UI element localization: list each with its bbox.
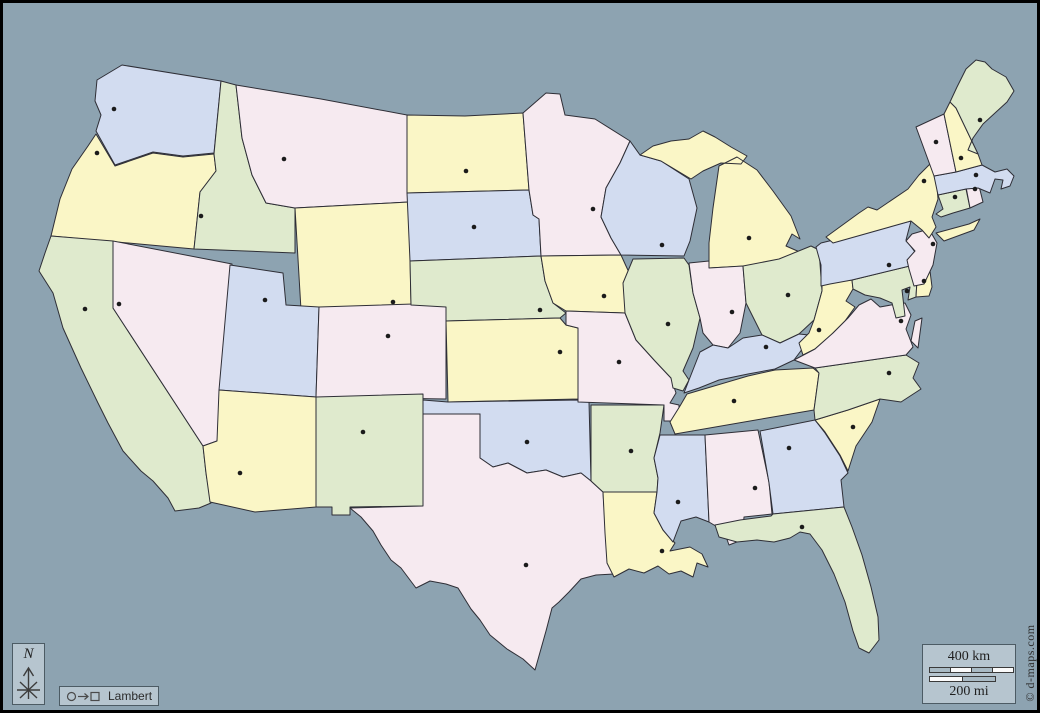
state-nm bbox=[315, 393, 424, 516]
capital-dot-nv bbox=[116, 301, 122, 307]
capital-dot-wy bbox=[390, 299, 396, 305]
state-wa bbox=[94, 64, 222, 166]
capital-dot-oh bbox=[785, 292, 791, 298]
capital-dot-fl bbox=[799, 524, 805, 530]
capital-dot-wa bbox=[111, 106, 117, 112]
state-ia bbox=[540, 254, 635, 314]
capital-dot-in bbox=[729, 309, 735, 315]
state-wy bbox=[294, 201, 412, 311]
copyright: © d-maps.com bbox=[1023, 624, 1037, 702]
capital-dot-la bbox=[659, 548, 665, 554]
scale-km-label: 400 km bbox=[947, 648, 991, 664]
capital-dot-ny bbox=[921, 178, 927, 184]
capital-dot-md bbox=[904, 288, 910, 294]
scale-mi-label: 200 mi bbox=[949, 683, 989, 699]
capital-dot-mo bbox=[616, 359, 622, 365]
capital-dot-pa bbox=[886, 262, 892, 268]
capital-dot-sc bbox=[850, 424, 856, 430]
projection-label: Lambert bbox=[108, 689, 153, 703]
capital-dot-ok bbox=[524, 439, 530, 445]
us-states-map bbox=[38, 59, 1015, 671]
capital-dot-nd bbox=[463, 168, 469, 174]
capital-dot-nh bbox=[958, 155, 964, 161]
states bbox=[38, 59, 1015, 671]
scale-mi-bar bbox=[929, 675, 996, 682]
capital-dot-ca bbox=[82, 306, 88, 312]
capital-dot-ri bbox=[972, 186, 978, 192]
state-nj bbox=[905, 228, 938, 287]
capital-dot-vt bbox=[933, 139, 939, 145]
capital-dot-ne bbox=[537, 307, 543, 313]
capital-dot-ga bbox=[786, 445, 792, 451]
capital-dot-me bbox=[977, 117, 983, 123]
capital-dot-mt bbox=[281, 156, 287, 162]
state-ky bbox=[683, 333, 810, 394]
compass-arrow-icon bbox=[17, 666, 40, 699]
state-me bbox=[949, 59, 1015, 155]
capital-dot-wv bbox=[816, 327, 822, 333]
capital-dot-ar bbox=[628, 448, 634, 454]
capital-dot-tn bbox=[731, 398, 737, 404]
capital-dot-wi bbox=[659, 242, 665, 248]
capital-dot-tx bbox=[523, 562, 529, 568]
capital-dot-mn bbox=[590, 206, 596, 212]
scale-bar: 400 km 200 mi bbox=[922, 644, 1016, 704]
compass-rose: N bbox=[12, 643, 45, 705]
state-nd bbox=[406, 112, 530, 194]
state-fl bbox=[714, 506, 880, 654]
scale-km-bar bbox=[929, 666, 1014, 673]
state-ar bbox=[590, 404, 665, 493]
north-label: N bbox=[23, 646, 34, 662]
capital-dot-mi bbox=[746, 235, 752, 241]
capital-dot-ms bbox=[675, 499, 681, 505]
capital-dot-ma bbox=[973, 172, 979, 178]
capital-markers bbox=[82, 106, 983, 568]
capital-dot-nc bbox=[886, 370, 892, 376]
capital-dot-ky bbox=[763, 344, 769, 350]
capital-dot-nm bbox=[360, 429, 366, 435]
projection-symbols-icon bbox=[66, 691, 100, 701]
state-ms bbox=[653, 434, 710, 543]
capital-dot-va bbox=[898, 318, 904, 324]
capital-dot-ia bbox=[601, 293, 607, 299]
capital-dot-ct bbox=[952, 194, 958, 200]
capital-dot-az bbox=[237, 470, 243, 476]
capital-dot-ut bbox=[262, 297, 268, 303]
projection-legend: Lambert bbox=[59, 686, 160, 706]
capital-dot-or bbox=[94, 150, 100, 156]
capital-dot-ks bbox=[557, 349, 563, 355]
capital-dot-nj bbox=[930, 241, 936, 247]
state-nc bbox=[813, 354, 922, 421]
state-tx bbox=[349, 413, 615, 671]
capital-dot-il bbox=[665, 321, 671, 327]
capital-dot-id bbox=[198, 213, 204, 219]
state-mt bbox=[235, 84, 410, 209]
capital-dot-sd bbox=[471, 224, 477, 230]
state-mi bbox=[639, 130, 806, 269]
state-va bbox=[793, 298, 923, 369]
capital-dot-de bbox=[921, 278, 927, 284]
state-ks bbox=[445, 317, 579, 403]
state-in bbox=[688, 260, 747, 349]
state-az bbox=[202, 389, 317, 513]
state-co bbox=[315, 302, 447, 400]
capital-dot-al bbox=[752, 485, 758, 491]
capital-dot-co bbox=[385, 333, 391, 339]
